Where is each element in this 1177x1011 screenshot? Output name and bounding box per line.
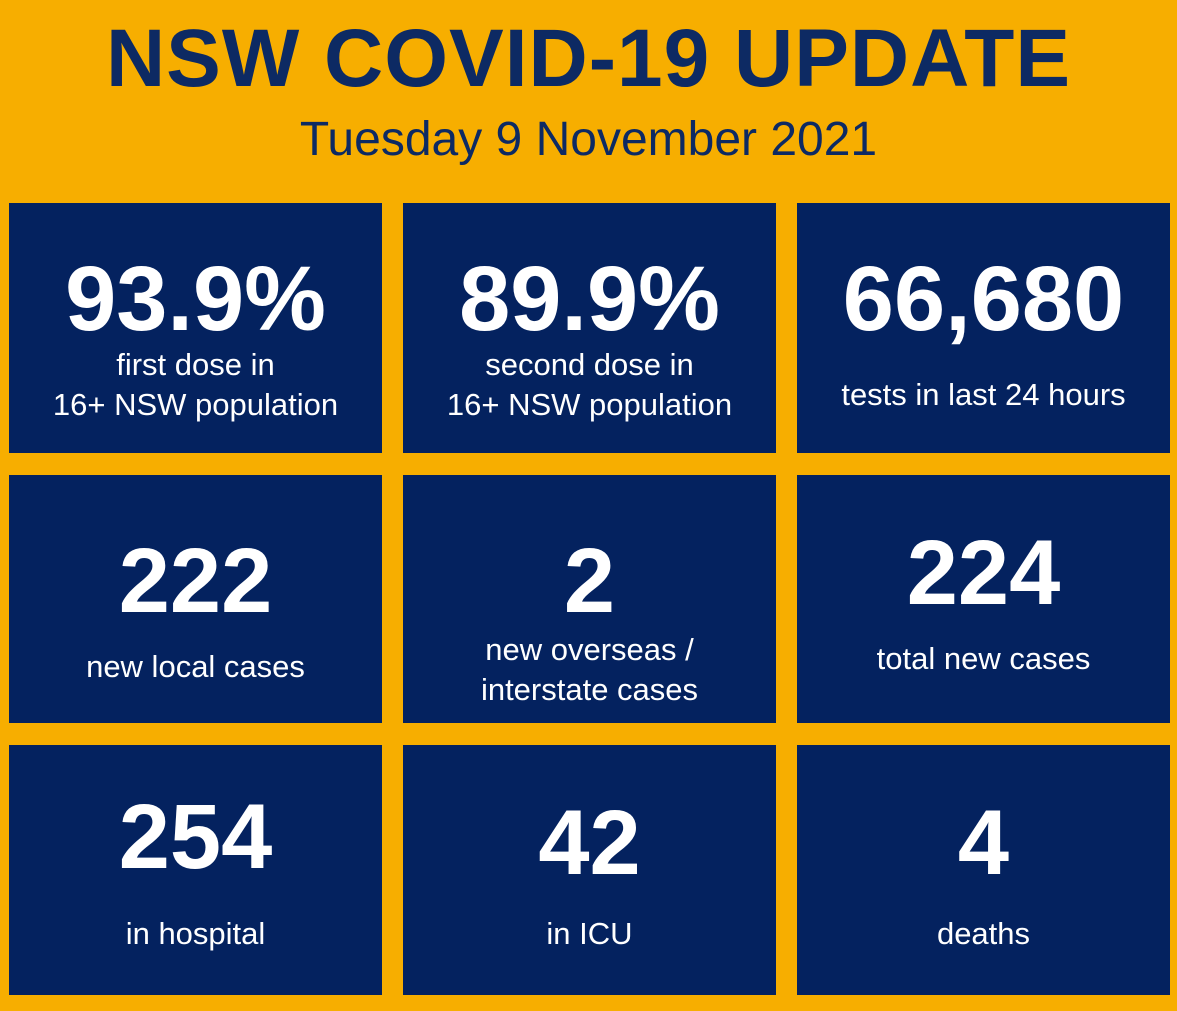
- stat-tile-hospital: 254 in hospital: [9, 745, 382, 995]
- stat-value: 2: [563, 530, 616, 632]
- stat-value: 222: [118, 530, 273, 632]
- stat-tile-total-cases: 224 total new cases: [797, 475, 1170, 723]
- stat-tile-overseas-cases: 2 new overseas / interstate cases: [403, 475, 776, 723]
- stat-value: 42: [538, 792, 641, 894]
- stat-label: total new cases: [876, 641, 1091, 676]
- stat-tile-deaths: 4 deaths: [797, 745, 1170, 995]
- stat-value: 66,680: [842, 248, 1125, 350]
- stat-label: second dose in 16+ NSW population: [446, 347, 733, 422]
- stat-label: tests in last 24 hours: [841, 377, 1126, 412]
- stat-label: first dose in 16+ NSW population: [52, 347, 339, 422]
- stat-tile-icu: 42 in ICU: [403, 745, 776, 995]
- update-date: Tuesday 9 November 2021: [299, 113, 878, 166]
- stat-label: in ICU: [546, 916, 633, 951]
- stat-value: 93.9%: [65, 248, 326, 350]
- page-title: NSW COVID-19 UPDATE: [105, 13, 1072, 104]
- stat-label: new local cases: [86, 649, 305, 684]
- stat-label: new overseas / interstate cases: [480, 632, 699, 707]
- stat-value: 254: [118, 786, 273, 888]
- stat-tile-second-dose: 89.9% second dose in 16+ NSW population: [403, 203, 776, 453]
- stat-label: in hospital: [125, 916, 266, 951]
- stat-tile-local-cases: 222 new local cases: [9, 475, 382, 723]
- stat-tile-first-dose: 93.9% first dose in 16+ NSW population: [9, 203, 382, 453]
- stat-value: 89.9%: [459, 248, 720, 350]
- stat-label: deaths: [936, 916, 1031, 951]
- stats-grid: 93.9% first dose in 16+ NSW population 8…: [9, 203, 1171, 995]
- stat-tile-tests: 66,680 tests in last 24 hours: [797, 203, 1170, 453]
- stat-value: 4: [957, 792, 1010, 894]
- stat-value: 224: [906, 522, 1061, 624]
